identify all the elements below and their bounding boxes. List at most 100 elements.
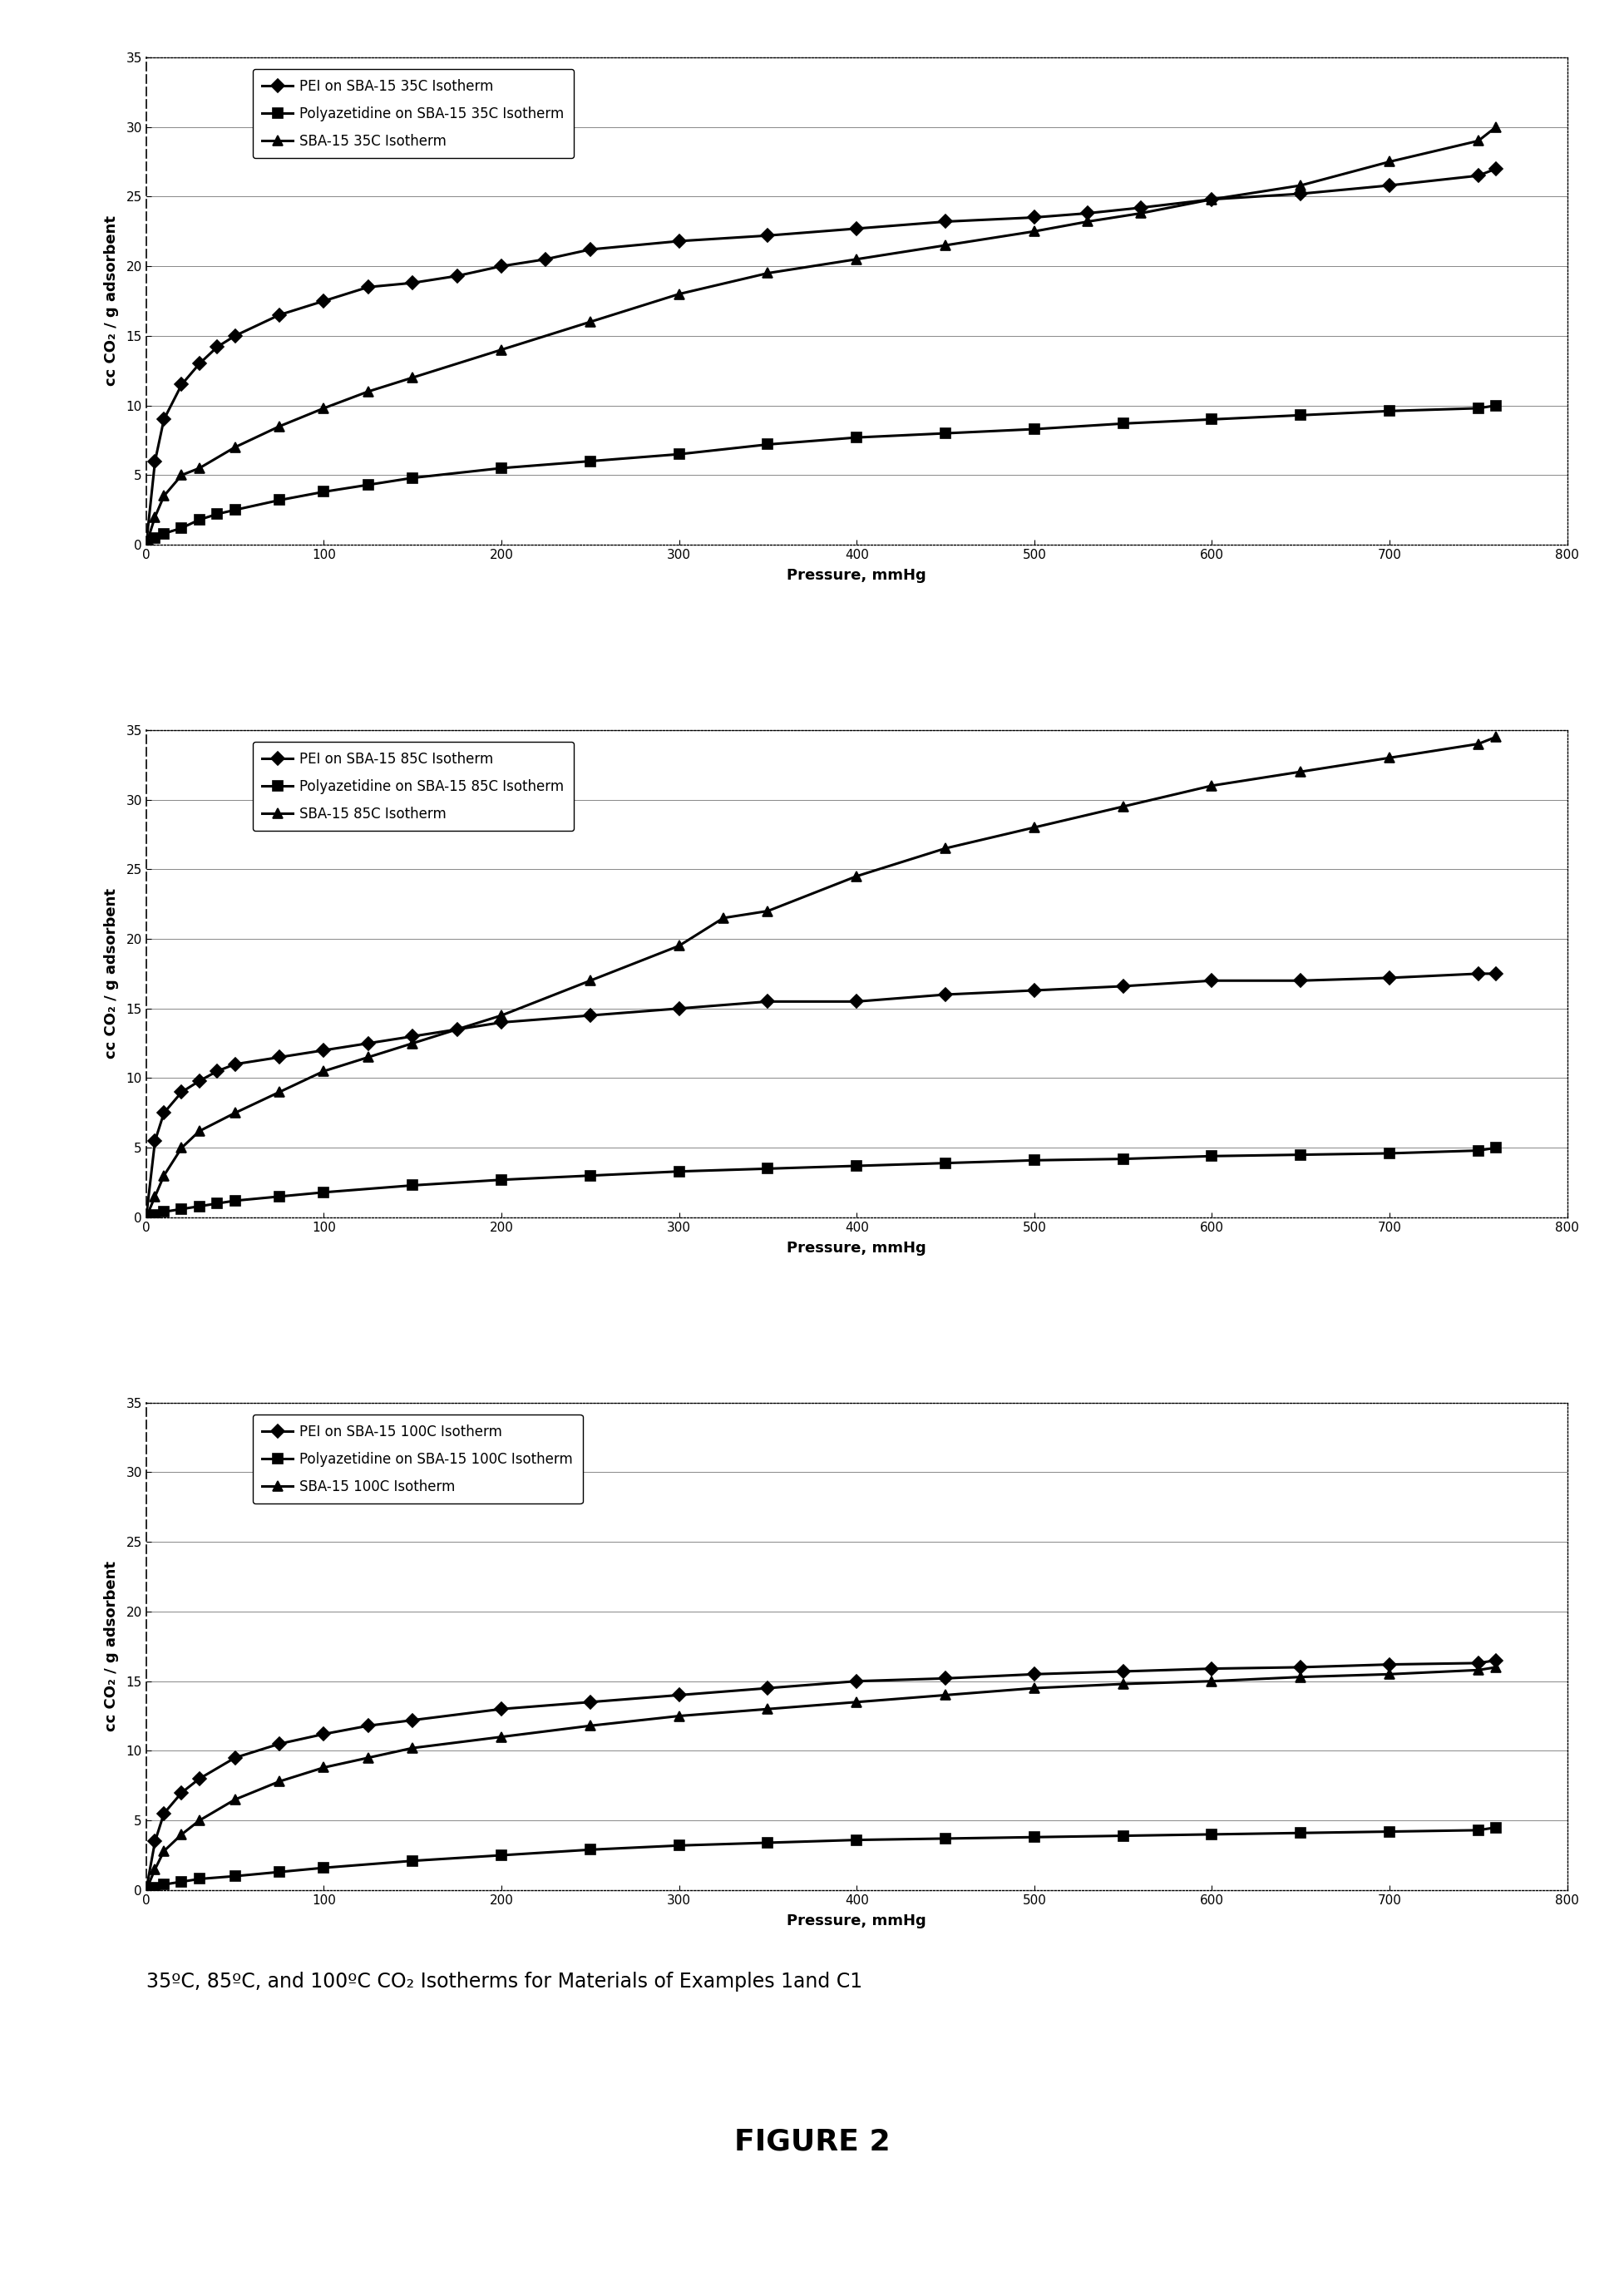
Polyazetidine on SBA-15 35C Isotherm <box>208 499 227 527</box>
PEI on SBA-15 100C Isotherm <box>313 1721 333 1748</box>
Line: Polyazetidine on SBA-15 35C Isotherm: Polyazetidine on SBA-15 35C Isotherm <box>141 401 1501 550</box>
SBA-15 35C Isotherm <box>359 378 378 406</box>
PEI on SBA-15 100C Isotherm <box>154 1801 174 1828</box>
SBA-15 85C Isotherm <box>359 1042 378 1070</box>
PEI on SBA-15 100C Isotherm <box>1468 1650 1488 1677</box>
Polyazetidine on SBA-15 35C Isotherm <box>848 424 867 451</box>
PEI on SBA-15 85C Isotherm <box>1468 960 1488 987</box>
SBA-15 85C Isotherm <box>713 905 732 932</box>
Polyazetidine on SBA-15 35C Isotherm <box>1486 392 1505 419</box>
Legend: PEI on SBA-15 35C Isotherm, Polyazetidine on SBA-15 35C Isotherm, SBA-15 35C Iso: PEI on SBA-15 35C Isotherm, Polyazetidin… <box>253 69 573 158</box>
PEI on SBA-15 85C Isotherm <box>154 1100 174 1127</box>
Line: PEI on SBA-15 85C Isotherm: PEI on SBA-15 85C Isotherm <box>141 969 1501 1221</box>
SBA-15 35C Isotherm <box>154 481 174 509</box>
SBA-15 100C Isotherm <box>758 1695 778 1723</box>
Polyazetidine on SBA-15 85C Isotherm <box>208 1189 227 1217</box>
Polyazetidine on SBA-15 85C Isotherm <box>935 1150 955 1178</box>
SBA-15 35C Isotherm <box>580 309 599 337</box>
SBA-15 35C Isotherm <box>1130 199 1150 227</box>
Polyazetidine on SBA-15 85C Isotherm <box>270 1182 289 1210</box>
SBA-15 85C Isotherm <box>758 898 778 926</box>
SBA-15 35C Isotherm <box>758 259 778 286</box>
Legend: PEI on SBA-15 85C Isotherm, Polyazetidine on SBA-15 85C Isotherm, SBA-15 85C Iso: PEI on SBA-15 85C Isotherm, Polyazetidin… <box>253 742 573 832</box>
SBA-15 100C Isotherm <box>580 1711 599 1739</box>
SBA-15 35C Isotherm <box>403 364 422 392</box>
Polyazetidine on SBA-15 100C Isotherm <box>1025 1824 1044 1851</box>
PEI on SBA-15 35C Isotherm <box>154 406 174 433</box>
Polyazetidine on SBA-15 35C Isotherm <box>313 479 333 506</box>
PEI on SBA-15 35C Isotherm <box>1468 163 1488 190</box>
PEI on SBA-15 100C Isotherm <box>1380 1652 1400 1679</box>
SBA-15 100C Isotherm <box>1114 1670 1134 1698</box>
X-axis label: Pressure, mmHg: Pressure, mmHg <box>788 1913 926 1929</box>
PEI on SBA-15 35C Isotherm <box>226 323 245 351</box>
SBA-15 35C Isotherm <box>848 245 867 273</box>
Polyazetidine on SBA-15 35C Isotherm <box>154 520 174 548</box>
Polyazetidine on SBA-15 35C Isotherm <box>1202 406 1221 433</box>
Line: PEI on SBA-15 100C Isotherm: PEI on SBA-15 100C Isotherm <box>141 1656 1501 1895</box>
Polyazetidine on SBA-15 35C Isotherm <box>270 486 289 513</box>
SBA-15 100C Isotherm <box>172 1821 192 1849</box>
SBA-15 100C Isotherm <box>1380 1661 1400 1688</box>
SBA-15 100C Isotherm <box>1468 1656 1488 1684</box>
SBA-15 85C Isotherm <box>669 932 689 960</box>
SBA-15 100C Isotherm <box>848 1688 867 1716</box>
SBA-15 85C Isotherm <box>1486 724 1505 751</box>
PEI on SBA-15 35C Isotherm <box>447 261 466 289</box>
Polyazetidine on SBA-15 100C Isotherm <box>492 1842 512 1869</box>
PEI on SBA-15 100C Isotherm <box>669 1682 689 1709</box>
Polyazetidine on SBA-15 85C Isotherm <box>1202 1143 1221 1171</box>
PEI on SBA-15 100C Isotherm <box>359 1711 378 1739</box>
Polyazetidine on SBA-15 100C Isotherm <box>190 1865 209 1892</box>
SBA-15 85C Isotherm <box>136 1203 156 1230</box>
PEI on SBA-15 100C Isotherm <box>1025 1661 1044 1688</box>
Polyazetidine on SBA-15 85C Isotherm <box>313 1178 333 1205</box>
SBA-15 85C Isotherm <box>403 1029 422 1056</box>
PEI on SBA-15 85C Isotherm <box>1025 976 1044 1003</box>
Polyazetidine on SBA-15 100C Isotherm <box>848 1826 867 1853</box>
PEI on SBA-15 100C Isotherm <box>270 1730 289 1757</box>
X-axis label: Pressure, mmHg: Pressure, mmHg <box>788 1242 926 1255</box>
PEI on SBA-15 35C Isotherm <box>1291 181 1311 208</box>
SBA-15 85C Isotherm <box>935 834 955 861</box>
Text: FIGURE 2: FIGURE 2 <box>734 2128 890 2156</box>
PEI on SBA-15 35C Isotherm <box>1130 195 1150 222</box>
PEI on SBA-15 85C Isotherm <box>403 1022 422 1049</box>
PEI on SBA-15 35C Isotherm <box>492 252 512 280</box>
SBA-15 35C Isotherm <box>190 454 209 481</box>
PEI on SBA-15 85C Isotherm <box>1380 965 1400 992</box>
Polyazetidine on SBA-15 100C Isotherm <box>1291 1819 1311 1847</box>
SBA-15 100C Isotherm <box>154 1837 174 1865</box>
SBA-15 35C Isotherm <box>492 337 512 364</box>
Polyazetidine on SBA-15 35C Isotherm <box>403 465 422 493</box>
Polyazetidine on SBA-15 85C Isotherm <box>190 1194 209 1221</box>
SBA-15 35C Isotherm <box>172 460 192 488</box>
Polyazetidine on SBA-15 35C Isotherm <box>1380 396 1400 424</box>
PEI on SBA-15 85C Isotherm <box>758 987 778 1015</box>
Polyazetidine on SBA-15 100C Isotherm <box>172 1867 192 1895</box>
SBA-15 85C Isotherm <box>190 1118 209 1146</box>
PEI on SBA-15 35C Isotherm <box>536 245 555 273</box>
SBA-15 100C Isotherm <box>313 1755 333 1782</box>
SBA-15 35C Isotherm <box>1468 126 1488 153</box>
SBA-15 35C Isotherm <box>935 231 955 259</box>
SBA-15 100C Isotherm <box>935 1682 955 1709</box>
SBA-15 85C Isotherm <box>172 1134 192 1162</box>
Polyazetidine on SBA-15 85C Isotherm <box>848 1152 867 1180</box>
Polyazetidine on SBA-15 100C Isotherm <box>1202 1821 1221 1849</box>
Polyazetidine on SBA-15 100C Isotherm <box>935 1826 955 1853</box>
Polyazetidine on SBA-15 85C Isotherm <box>1468 1136 1488 1164</box>
Polyazetidine on SBA-15 100C Isotherm <box>1114 1821 1134 1849</box>
Line: Polyazetidine on SBA-15 100C Isotherm: Polyazetidine on SBA-15 100C Isotherm <box>141 1824 1501 1895</box>
PEI on SBA-15 35C Isotherm <box>848 215 867 243</box>
Polyazetidine on SBA-15 100C Isotherm <box>758 1828 778 1856</box>
PEI on SBA-15 85C Isotherm <box>313 1036 333 1063</box>
SBA-15 85C Isotherm <box>226 1100 245 1127</box>
SBA-15 85C Isotherm <box>154 1162 174 1189</box>
Line: SBA-15 85C Isotherm: SBA-15 85C Isotherm <box>141 733 1501 1221</box>
Polyazetidine on SBA-15 35C Isotherm <box>1291 401 1311 428</box>
SBA-15 100C Isotherm <box>1486 1654 1505 1682</box>
SBA-15 100C Isotherm <box>403 1734 422 1762</box>
PEI on SBA-15 35C Isotherm <box>580 236 599 263</box>
SBA-15 35C Isotherm <box>270 412 289 440</box>
